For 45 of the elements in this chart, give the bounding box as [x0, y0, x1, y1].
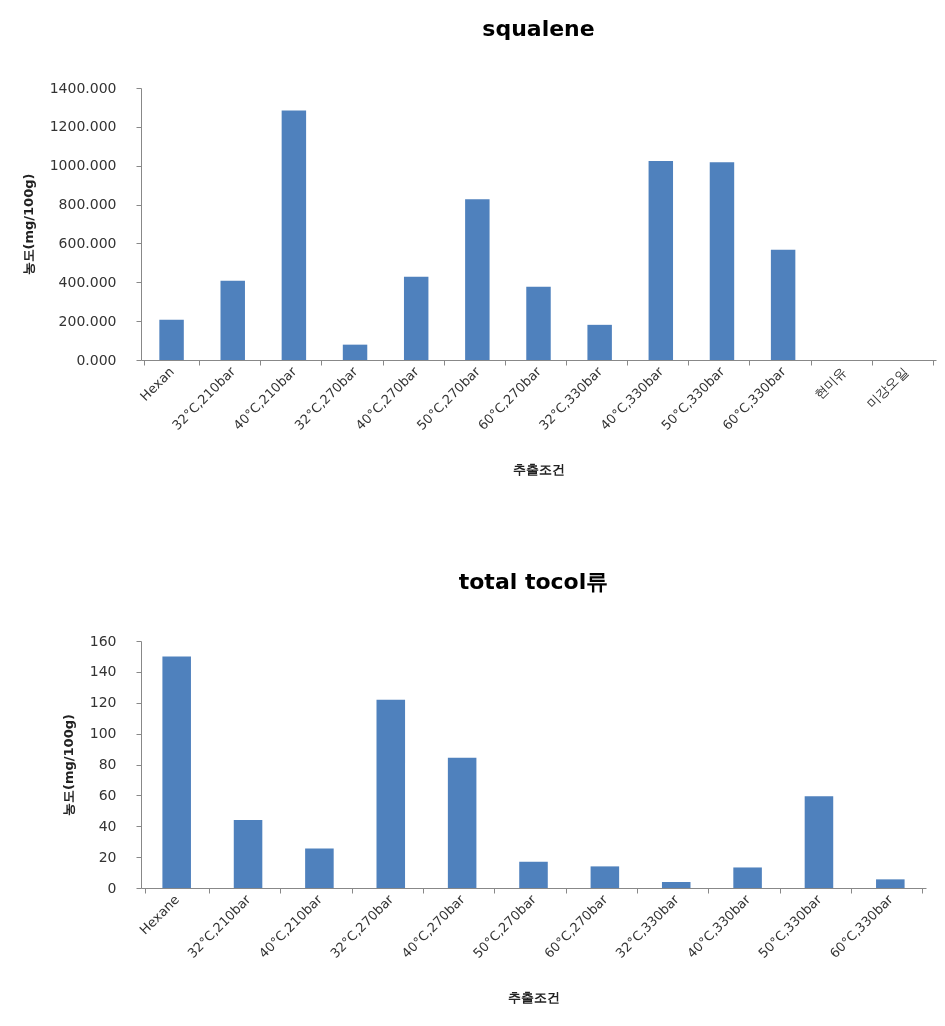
- y-tick-label: 140: [89, 663, 117, 680]
- bar: [465, 199, 490, 360]
- bar: [770, 249, 796, 360]
- y-tick-label: 160: [89, 632, 117, 649]
- y-tick-label: 600.000: [58, 234, 117, 251]
- y-tick-label: 100: [89, 725, 117, 742]
- bar: [526, 286, 551, 360]
- y-tick-label: 200.000: [58, 312, 117, 329]
- y-tick-label: 80: [98, 756, 117, 772]
- bar: [281, 110, 307, 360]
- bar: [376, 699, 406, 888]
- bar: [876, 879, 905, 888]
- y-tick-label: 120: [89, 694, 117, 711]
- bar: [220, 280, 245, 360]
- bar: [709, 162, 735, 360]
- bar: [233, 820, 263, 888]
- y-tick-label: 20: [98, 848, 117, 865]
- bar: [587, 324, 612, 360]
- chart-title: squalene: [482, 16, 595, 41]
- x-axis-title: 추출조건: [513, 461, 565, 477]
- y-tick-label: 400.000: [58, 273, 117, 290]
- bar: [590, 866, 620, 888]
- chart-title: total tocol류: [458, 569, 609, 594]
- y-tick-label: 40: [98, 817, 117, 834]
- bar: [733, 867, 762, 888]
- y-tick-label: 800.000: [58, 196, 117, 213]
- bar: [305, 848, 334, 888]
- bar: [804, 796, 834, 888]
- y-tick-label: 60: [98, 786, 117, 803]
- bar: [403, 276, 429, 360]
- y-tick-label: 1200.000: [49, 118, 117, 135]
- y-tick-label: 0.000: [76, 351, 117, 368]
- bar: [342, 344, 368, 360]
- y-tick-label: 1000.000: [49, 157, 117, 174]
- bar: [661, 881, 691, 888]
- y-tick-label: 0: [107, 879, 117, 896]
- bar: [447, 757, 477, 888]
- y-axis-title: 농도(mg/100g): [60, 714, 76, 816]
- y-axis-title: 농도(mg/100g): [20, 173, 36, 276]
- x-axis-title: 추출조건: [508, 989, 560, 1005]
- bar: [648, 161, 674, 360]
- bar: [159, 319, 184, 360]
- y-tick-label: 1400.000: [49, 79, 117, 96]
- bar: [519, 861, 548, 888]
- bar: [162, 656, 191, 888]
